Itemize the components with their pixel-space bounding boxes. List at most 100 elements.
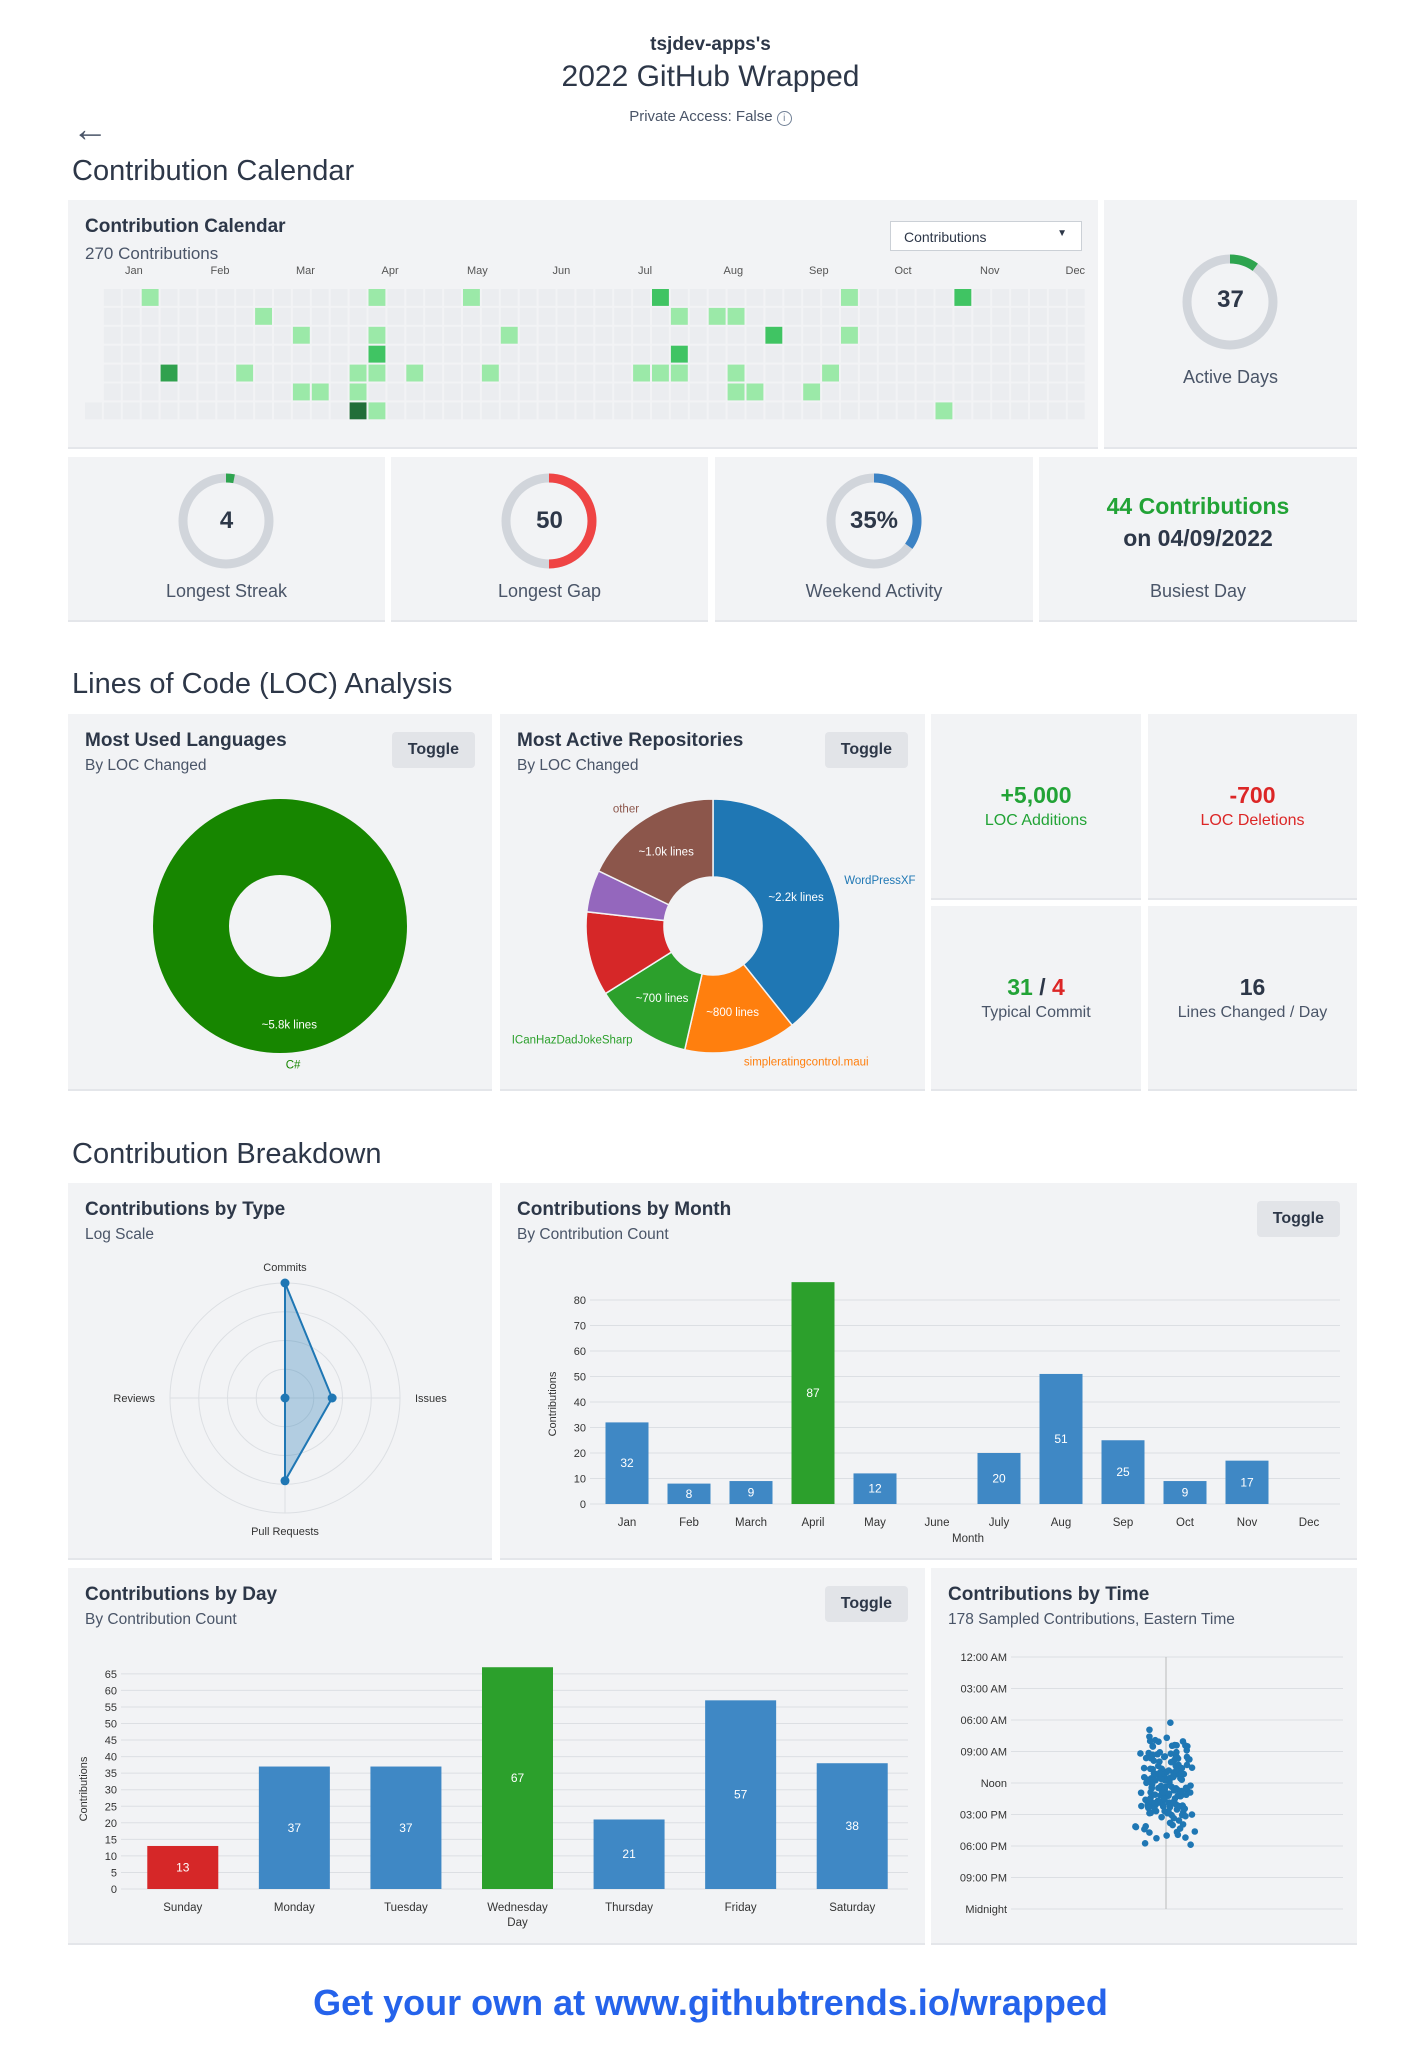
calendar-day-cell — [859, 383, 877, 401]
private-access-text: Private Access: False — [629, 108, 773, 125]
calendar-day-cell — [973, 402, 991, 420]
month-card: Contributions by Month By Contribution C… — [500, 1183, 1357, 1560]
month-label: Sep — [809, 265, 829, 277]
calendar-day-cell — [557, 402, 575, 420]
calendar-dropdown[interactable]: Contributions ▼ — [890, 221, 1082, 251]
bar — [593, 1819, 665, 1889]
typical-sep: / — [1039, 974, 1046, 1000]
calendar-day-cell — [708, 364, 726, 382]
radar-point — [280, 1393, 290, 1403]
y-tick-label: 45 — [105, 1735, 117, 1747]
calendar-day-cell — [1067, 383, 1085, 401]
info-icon[interactable]: i — [776, 111, 792, 126]
footer-link[interactable]: Get your own at www.githubtrends.io/wrap… — [313, 1982, 1108, 2023]
calendar-day-cell — [708, 383, 726, 401]
calendar-day-cell — [179, 289, 197, 306]
calendar-day-cell — [973, 326, 991, 344]
calendar-day-cell — [160, 345, 178, 363]
calendar-day-cell — [311, 326, 329, 344]
month-label: Oct — [895, 265, 912, 277]
x-tick-label: April — [801, 1517, 824, 1529]
typical-del: 4 — [1051, 974, 1065, 1000]
deletions-label: LOC Deletions — [1200, 812, 1305, 829]
radar-axis-label: Pull Requests — [251, 1526, 319, 1538]
calendar-day-cell — [633, 307, 650, 325]
donut-slice — [153, 799, 407, 1053]
calendar-day-cell — [481, 307, 499, 325]
calendar-day-cell — [708, 345, 726, 363]
calendar-day-cell — [576, 383, 594, 401]
x-tick-label: Jan — [618, 1517, 637, 1529]
y-tick-label: 0 — [111, 1884, 117, 1896]
calendar-day-cell — [406, 289, 424, 306]
calendar-day-cell — [803, 289, 821, 306]
calendar-day-cell — [689, 364, 707, 382]
time-point — [1132, 1823, 1140, 1831]
calendar-day-cell — [217, 326, 235, 344]
calendar-day-cell — [519, 289, 537, 306]
bar-value-label: 13 — [176, 1860, 190, 1874]
calendar-day-cell — [500, 345, 518, 363]
calendar-day-cell — [1048, 402, 1066, 420]
y-tick-label: 5 — [111, 1867, 117, 1879]
time-point — [1152, 1770, 1160, 1778]
calendar-day-cell — [236, 383, 254, 401]
languages-toggle-button[interactable]: Toggle — [391, 732, 475, 768]
calendar-day-cell — [822, 402, 839, 420]
private-access: Private Access: False i — [0, 108, 1421, 126]
calendar-day-cell — [841, 345, 858, 363]
calendar-day-cell — [500, 326, 518, 344]
radar-point — [327, 1393, 337, 1403]
y-tick-label: 0 — [580, 1499, 586, 1511]
time-point — [1158, 1775, 1165, 1783]
calendar-day-cell — [954, 402, 972, 420]
calendar-day-cell — [1067, 289, 1085, 306]
calendar-day-cell — [198, 402, 216, 420]
time-point — [1165, 1790, 1173, 1798]
calendar-day-cell — [557, 345, 575, 363]
calendar-day-cell — [708, 402, 726, 420]
calendar-day-cell — [387, 289, 405, 306]
calendar-day-cell — [141, 345, 159, 363]
y-tick-label: 70 — [574, 1321, 586, 1333]
calendar-day-cell — [500, 402, 518, 420]
day-toggle-button[interactable]: Toggle — [824, 1586, 908, 1622]
time-point — [1169, 1821, 1176, 1829]
month-label: Jul — [638, 265, 652, 277]
calendar-day-cell — [595, 307, 613, 325]
y-tick-label: 09:00 AM — [961, 1747, 1007, 1759]
x-tick-label: Oct — [1176, 1517, 1195, 1529]
calendar-day-cell — [406, 402, 424, 420]
calendar-day-cell — [368, 364, 386, 382]
time-point — [1140, 1764, 1148, 1772]
back-arrow-icon[interactable]: ← — [72, 108, 108, 149]
calendar-day-cell — [274, 289, 291, 306]
donut-slice — [597, 798, 714, 906]
calendar-day-cell — [689, 289, 707, 306]
calendar-day-cell — [311, 289, 329, 306]
calendar-day-cell — [349, 402, 367, 420]
time-point — [1146, 1726, 1153, 1734]
calendar-day-cell — [160, 326, 178, 344]
month-toggle-button[interactable]: Toggle — [1256, 1201, 1340, 1237]
calendar-day-cell — [652, 364, 669, 382]
calendar-day-cell — [179, 364, 197, 382]
repos-toggle-button[interactable]: Toggle — [824, 732, 908, 768]
loc-deletions-card: -700 LOC Deletions — [1148, 714, 1357, 900]
calendar-day-cell — [727, 345, 745, 363]
y-tick-label: 10 — [574, 1474, 586, 1486]
calendar-day-cell — [519, 345, 537, 363]
bar — [667, 1483, 711, 1504]
calendar-day-cell — [765, 289, 783, 306]
y-tick-label: 20 — [574, 1448, 586, 1460]
calendar-day-cell — [935, 326, 953, 344]
calendar-day-cell — [519, 307, 537, 325]
gap-gauge — [501, 473, 597, 569]
calendar-day-cell — [954, 289, 972, 306]
y-tick-label: 09:00 PM — [960, 1873, 1007, 1885]
slice-value-label: ~2.2k lines — [768, 892, 824, 904]
type-title: Contributions by Type — [85, 1199, 286, 1220]
time-point — [1163, 1832, 1170, 1839]
calendar-day-cell — [1011, 402, 1028, 420]
calendar-day-cell — [765, 364, 783, 382]
